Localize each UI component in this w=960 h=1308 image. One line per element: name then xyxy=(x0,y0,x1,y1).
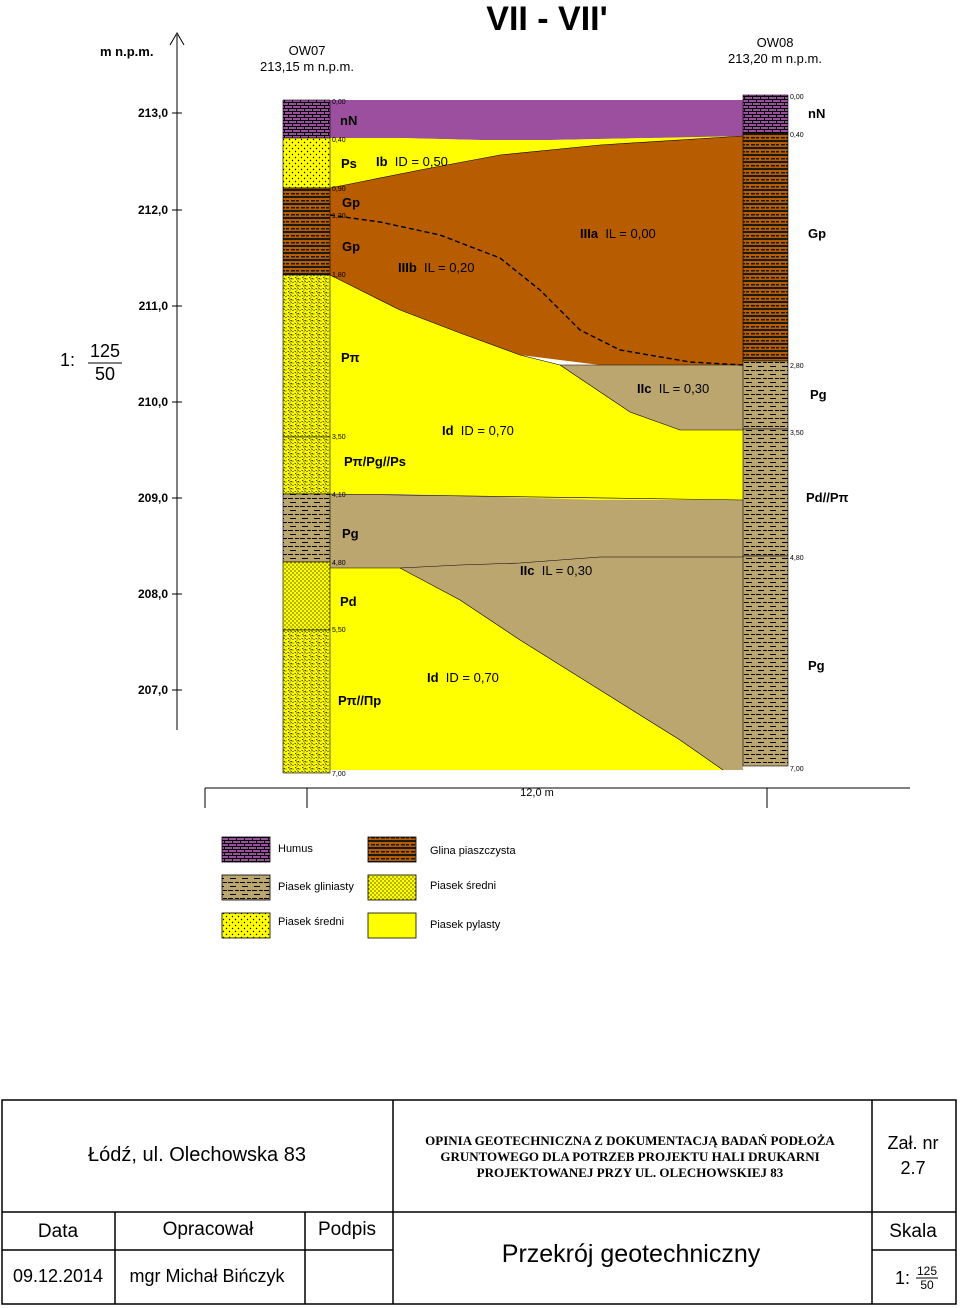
zone-iic-1: IIc IL = 0,30 xyxy=(637,381,710,396)
footer-scale-num: 125 xyxy=(916,1264,938,1278)
ow08-label-pg1: Pg xyxy=(810,387,827,402)
zone-id-2: Id ID = 0,70 xyxy=(427,670,499,685)
elevation-axis xyxy=(169,32,185,730)
ow08-depth: 0,00 xyxy=(790,94,804,101)
layer-pg-top xyxy=(560,365,743,430)
ow07-depth: 4,10 xyxy=(332,492,346,499)
section-layers xyxy=(330,100,743,770)
layer-pd-low xyxy=(330,568,723,770)
legend-swatch-ps2 xyxy=(221,912,271,939)
ow07-label-pg: Pg xyxy=(342,526,359,541)
layer-ps xyxy=(330,136,743,188)
ow08-depth: 7,00 xyxy=(790,766,804,773)
ow07-label-ps: Ps xyxy=(341,156,357,171)
layer-pg-mid xyxy=(330,494,743,568)
ow07-label-gp1: Gp xyxy=(342,195,361,210)
layer-humus xyxy=(330,100,743,140)
ow07-column xyxy=(282,99,331,774)
ow07-depth: 1,20 xyxy=(332,213,346,220)
legend-swatch-pg xyxy=(221,874,271,901)
ow07-depth: 4,80 xyxy=(332,560,346,567)
ow07-label-pd: Pd xyxy=(340,594,357,609)
ow08-column xyxy=(742,94,789,767)
zone-iiib: IIIb IL = 0,20 xyxy=(398,260,475,275)
legend-swatch-glina xyxy=(367,836,417,863)
ow08-label-pg2: Pg xyxy=(808,658,825,673)
legend-label-ps2: Piasek średni xyxy=(278,916,345,928)
zone-ib: Ib ID = 0,50 xyxy=(376,154,448,169)
date-value: 09.12.2014 xyxy=(12,1266,104,1286)
project-line-2: GRUNTOWEGO DLA POTRZEB PROJEKTU HALI DRU… xyxy=(440,1149,820,1164)
legend-label-humus: Humus xyxy=(278,843,313,855)
axis-unit: m n.p.m. xyxy=(100,44,154,59)
location: Łódź, ul. Olechowska 83 xyxy=(88,1144,306,1166)
footer-scale-den: 50 xyxy=(920,1278,934,1292)
ow07-label-pi: Pπ xyxy=(341,350,360,365)
header-podpis: Podpis xyxy=(317,1219,377,1240)
elev-tick: 210,0 xyxy=(137,395,168,409)
title-block xyxy=(1,1099,957,1305)
iiib-boundary xyxy=(329,214,744,366)
section-title: VII - VII' xyxy=(486,0,608,38)
legend-swatch-ps xyxy=(367,874,417,901)
legend-label-pg: Piasek gliniasty xyxy=(278,881,354,893)
header-data: Data xyxy=(37,1221,79,1242)
ow07-label-mix2: Pπ//Πp xyxy=(338,693,382,708)
drawing-title: Przekrój geotechniczny xyxy=(501,1240,761,1268)
ow08-depth: 0,40 xyxy=(790,132,804,139)
ow08-depth: 2,80 xyxy=(790,363,804,370)
zal-value: 2.7 xyxy=(900,1158,926,1178)
legend-label-glina: Glina piaszczysta xyxy=(430,845,516,857)
header-opracowal: Opracował xyxy=(162,1219,254,1240)
project-line-1: OPINIA GEOTECHNICZNA Z DOKUMENTACJĄ BADA… xyxy=(425,1133,835,1148)
layer-glina xyxy=(330,136,743,365)
ow08-depth: 3,50 xyxy=(790,430,804,437)
layer-pi-main xyxy=(330,275,743,500)
project-line-3: PROJEKTOWANEJ PRZY UL. OLECHOWSKIEJ 83 xyxy=(476,1165,784,1180)
elev-tick: 207,0 xyxy=(137,683,168,697)
vscale-den: 50 xyxy=(94,364,116,384)
zone-iiia: IIIa IL = 0,00 xyxy=(580,226,656,241)
zone-iic-2: IIc IL = 0,30 xyxy=(520,563,593,578)
distance-label: 12,0 m xyxy=(520,787,554,799)
vscale-prefix: 1: xyxy=(60,350,76,370)
ow07-depth: 7,00 xyxy=(332,771,346,778)
ow07-elev: 213,15 m n.p.m. xyxy=(260,59,354,74)
ow07-depth: 1,80 xyxy=(332,272,346,279)
ow07-label-nn: nN xyxy=(340,113,358,128)
elev-tick: 211,0 xyxy=(138,299,168,313)
ow08-elev: 213,20 m n.p.m. xyxy=(728,51,822,66)
layer-pg-low xyxy=(400,557,743,770)
ow07-depth: 0,40 xyxy=(332,137,346,144)
elev-tick: 213,0 xyxy=(137,106,168,120)
distance-dimension xyxy=(204,787,910,808)
ow08-depth: 4,80 xyxy=(790,555,804,562)
ow08-label-gp: Gp xyxy=(808,226,827,241)
author-value: mgr Michał Bińczyk xyxy=(129,1266,285,1286)
legend-swatch-humus xyxy=(221,836,271,863)
zal-label: Zał. nr xyxy=(887,1133,939,1153)
vscale-num: 125 xyxy=(89,341,121,361)
elev-tick: 209,0 xyxy=(137,491,168,505)
legend-label-pi: Piasek pylasty xyxy=(430,919,501,931)
ow07-depth: 3,50 xyxy=(332,434,346,441)
ow07-depth: 5,50 xyxy=(332,627,346,634)
ow08-label-pdpi: Pd//Pπ xyxy=(806,490,849,505)
legend-label-ps: Piasek średni xyxy=(430,880,497,892)
footer-scale-prefix: 1: xyxy=(895,1268,911,1288)
legend-swatch-pi xyxy=(367,912,417,939)
elev-tick: 212,0 xyxy=(137,203,168,217)
legend-swatches xyxy=(221,836,417,939)
zone-id-1: Id ID = 0,70 xyxy=(442,423,514,438)
ow08-name: OW08 xyxy=(756,35,794,50)
ow07-name: OW07 xyxy=(288,43,326,58)
ow07-depth: 0,00 xyxy=(332,99,346,106)
ow07-label-gp2: Gp xyxy=(342,239,361,254)
elev-tick: 208,0 xyxy=(137,587,168,601)
ow08-label-nn: nN xyxy=(808,106,826,121)
ow07-label-mix1: Pπ/Pg//Ps xyxy=(344,454,406,469)
ow07-depth: 0,90 xyxy=(332,186,346,193)
header-skala: Skala xyxy=(889,1221,937,1242)
